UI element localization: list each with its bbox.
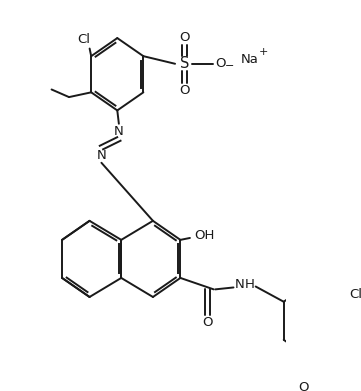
Text: S: S: [180, 56, 189, 71]
Text: Cl: Cl: [77, 32, 90, 45]
Text: +: +: [259, 47, 269, 57]
Text: O: O: [179, 30, 190, 44]
Text: N: N: [235, 278, 245, 291]
Text: Cl: Cl: [349, 288, 361, 301]
Text: O: O: [202, 316, 213, 329]
Text: H: H: [244, 278, 254, 291]
Text: O: O: [298, 381, 309, 391]
Text: O: O: [215, 57, 226, 70]
Text: O: O: [179, 84, 190, 97]
Text: −: −: [225, 61, 234, 71]
Text: N: N: [96, 149, 106, 161]
Text: Na: Na: [241, 52, 258, 66]
Text: N: N: [114, 125, 124, 138]
Text: OH: OH: [194, 229, 214, 242]
